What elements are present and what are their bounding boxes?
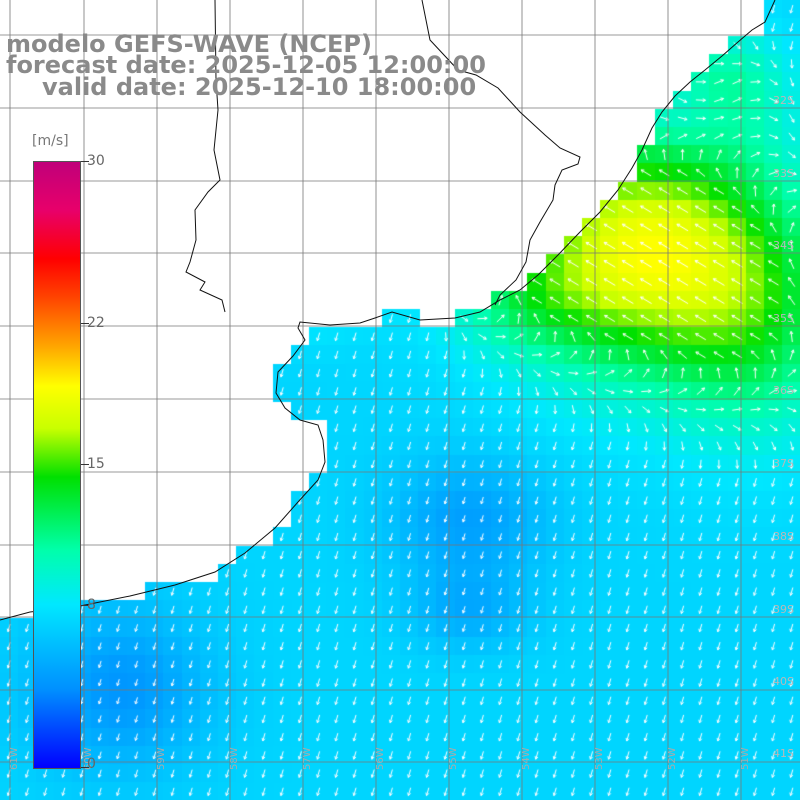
coastline-path (0, 0, 776, 621)
colorbar-tick (81, 323, 89, 324)
lon-label: 58W (229, 747, 240, 770)
lon-label: 56W (375, 747, 386, 770)
colorbar (33, 161, 81, 769)
colorbar-tick-label: 30 (87, 153, 105, 169)
lon-label: 59W (156, 747, 167, 770)
lon-label: 53W (594, 747, 605, 770)
lon-label: 52W (667, 747, 678, 770)
lat-label: 39S (773, 603, 794, 616)
lon-label: 61W (9, 747, 20, 770)
lon-label: 57W (302, 747, 313, 770)
colorbar-tick (81, 161, 89, 162)
lon-label: 51W (740, 747, 751, 770)
lat-label: 37S (773, 457, 794, 470)
lat-label: 33S (773, 167, 794, 180)
lat-label: 34S (773, 239, 794, 252)
border-path (185, 0, 226, 313)
forecast-date-title: forecast date: 2025-12-05 12:00:00 (6, 51, 486, 79)
colorbar-tick-label: 0 (87, 756, 96, 772)
colorbar-tick-label: 8 (87, 597, 96, 613)
lon-label: 55W (448, 747, 459, 770)
coastline (0, 0, 776, 621)
border-path (421, 0, 581, 306)
lat-label: 38S (773, 530, 794, 543)
lat-label: 36S (773, 384, 794, 397)
lat-label: 41S (773, 747, 794, 760)
lat-label: 40S (773, 675, 794, 688)
colorbar-unit-label: [m/s] (32, 133, 69, 149)
valid-date-title: valid date: 2025-12-10 18:00:00 (42, 73, 477, 101)
colorbar-tick (81, 464, 89, 465)
model-title: modelo GEFS-WAVE (NCEP) (6, 30, 372, 58)
lat-label: 32S (773, 94, 794, 107)
colorbar-tick (81, 605, 89, 606)
lon-label: 54W (521, 747, 532, 770)
colorbar-tick-label: 15 (87, 456, 105, 472)
lat-label: 35S (773, 312, 794, 325)
colorbar-tick (81, 767, 89, 768)
colorbar-tick-label: 22 (87, 315, 105, 331)
